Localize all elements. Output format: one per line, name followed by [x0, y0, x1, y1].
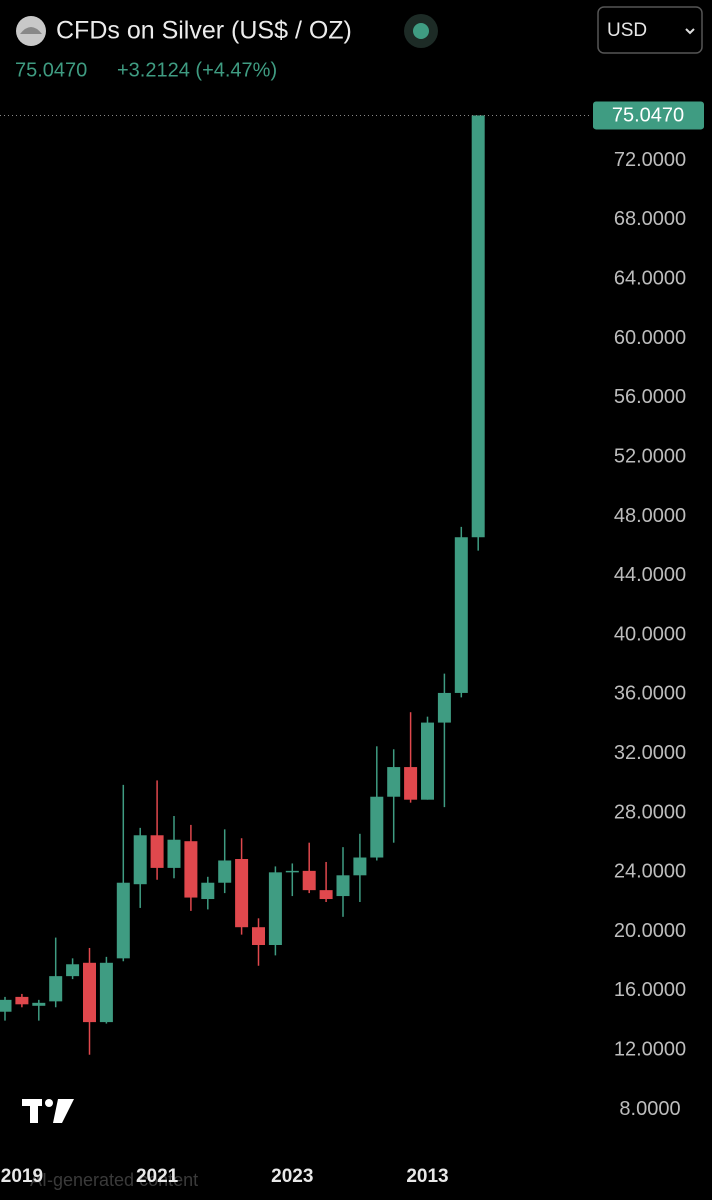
candle-body	[421, 722, 434, 800]
x-tick-label: 2021	[136, 1166, 179, 1187]
x-tick-label: 2023	[271, 1166, 313, 1187]
y-tick-label: 36.0000	[614, 683, 686, 705]
candle-body	[252, 927, 265, 945]
y-tick-label: 16.0000	[614, 979, 686, 1001]
candle-body	[370, 796, 384, 858]
candle-body	[235, 859, 249, 928]
title: CFDs on Silver (US$ / OZ)	[56, 17, 352, 45]
candle-body	[99, 962, 113, 1023]
y-tick-label: 28.0000	[614, 801, 686, 823]
last-price: 75.0470	[15, 59, 87, 81]
y-tick-label: 60.0000	[614, 327, 686, 349]
candle-body	[302, 870, 316, 891]
candle-body	[167, 839, 181, 868]
price-tag-label: 75.0470	[612, 105, 684, 127]
symbol-icon-mark	[20, 27, 42, 34]
candle-body	[150, 835, 164, 868]
logo-part	[30, 1099, 38, 1123]
candle-body	[32, 1002, 46, 1006]
y-tick-label: 20.0000	[614, 920, 686, 942]
candle-body	[471, 115, 485, 538]
price-change: +3.2124 (+4.47%)	[117, 59, 277, 81]
candle-body	[387, 767, 401, 797]
candle-body	[336, 875, 350, 897]
y-tick-label: 64.0000	[614, 268, 686, 290]
x-tick-label: 2019	[1, 1166, 43, 1187]
candle-body	[404, 767, 418, 800]
candle-body	[0, 999, 12, 1012]
x-tick-label: 2013	[406, 1166, 448, 1187]
logo-part	[53, 1099, 74, 1123]
y-tick-label: 24.0000	[614, 861, 686, 883]
y-tick-label: 40.0000	[614, 623, 686, 645]
y-tick-label: 32.0000	[614, 742, 686, 764]
candle-body	[218, 860, 232, 883]
y-tick-label: 12.0000	[614, 1039, 686, 1061]
candle-body	[454, 537, 468, 693]
candle-body	[184, 841, 198, 898]
candle-body	[353, 857, 367, 876]
candle-body	[49, 976, 63, 1002]
price-tag	[593, 101, 704, 130]
y-tick-label: 72.0000	[614, 149, 686, 171]
y-tick-label: 52.0000	[614, 445, 686, 467]
candle-body	[116, 882, 130, 959]
logo-part	[45, 1099, 53, 1107]
candle-body	[201, 882, 215, 900]
candle-body	[268, 872, 282, 945]
tv-logo	[22, 1099, 74, 1123]
candle-body	[83, 962, 96, 1023]
candle-body	[66, 964, 80, 977]
candle-body	[319, 890, 333, 900]
currency-label[interactable]: USD	[607, 20, 647, 41]
status-dot	[413, 23, 429, 39]
candle-body	[15, 996, 29, 1005]
dropdown-arrow	[685, 28, 695, 35]
y-tick-label: 8.0000	[619, 1098, 680, 1120]
candle-body	[285, 870, 299, 873]
y-tick-label: 56.0000	[614, 386, 686, 408]
watermark: AI-generated content	[30, 1170, 198, 1190]
currency-select[interactable]	[597, 6, 703, 54]
candle-body	[133, 835, 147, 885]
y-tick-label: 44.0000	[614, 564, 686, 586]
y-tick-label: 68.0000	[614, 208, 686, 230]
candle-body	[437, 692, 451, 723]
y-tick-label: 48.0000	[614, 505, 686, 527]
